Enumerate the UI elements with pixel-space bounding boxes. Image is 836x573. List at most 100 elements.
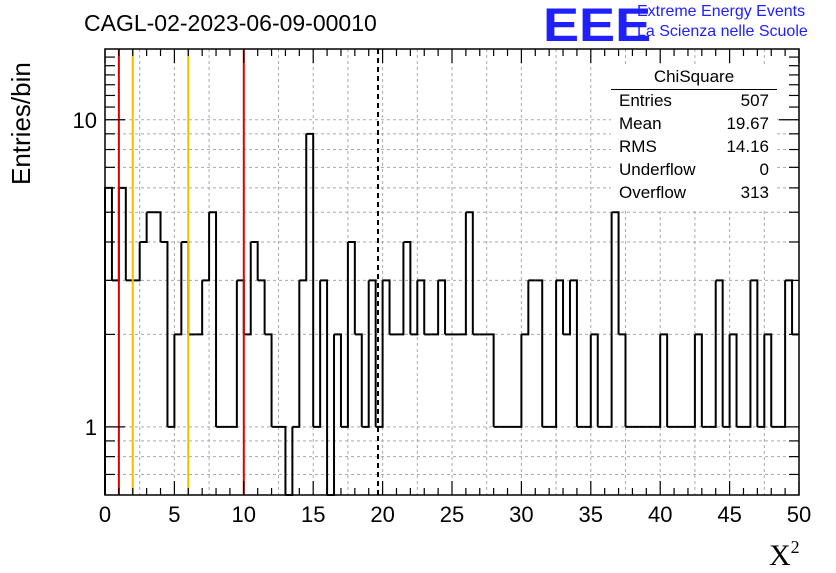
histogram-bin [403,240,412,335]
x-axis-label-base: X [769,539,791,572]
eee-logo: EEE [543,0,652,51]
histogram-bin [354,333,363,427]
reference-lines [117,49,380,495]
histogram-bin [569,279,578,427]
histogram-bin [340,241,349,428]
histogram-bin [514,334,523,428]
histogram-bin [458,212,467,336]
histogram-bin [111,187,120,282]
histogram-bin [715,279,724,427]
histogram-bin [563,280,571,336]
x-tick-label: 25 [440,502,464,527]
histogram-bin [729,333,738,427]
x-tick-label: 45 [717,502,741,527]
x-tick-label: 20 [370,502,394,527]
stat-key: Mean [619,114,662,133]
histogram-bin [750,279,759,427]
histogram-bin [722,334,731,428]
histogram-bin [438,279,447,335]
logo-caption: Extreme Energy Events La Scienza nelle S… [637,2,808,42]
histogram-bin [209,211,218,427]
histogram-bin [687,334,696,428]
stats-box: ChiSquare Entries 507 Mean 19.67 RMS 14.16 … [611,66,777,208]
x-tick-label: 10 [232,502,256,527]
histogram-bin [167,334,176,428]
logo-line-1: Extreme Energy Events [637,3,806,20]
histogram-bin [375,280,384,428]
histogram-bin [257,279,266,335]
stat-key: RMS [619,137,657,156]
histogram-bin [521,280,530,336]
histogram-bin [611,211,620,335]
histogram-bin [417,279,426,335]
histogram-bin [361,280,370,428]
histogram-bin [243,241,252,336]
histogram-bin [785,279,794,335]
stat-key: Underflow [619,160,696,179]
stat-row-entries: Entries 507 [619,91,769,113]
x-tick-label: 50 [787,502,811,527]
stat-row-rms: RMS 14.16 [619,137,769,159]
stat-row-overflow: Overflow 313 [619,183,769,205]
histogram-bin [618,333,627,427]
histogram-bin [604,212,613,428]
stat-row-mean: Mean 19.67 [619,114,769,136]
histogram-bin [708,280,717,428]
histogram-bin [396,241,405,336]
histogram-bin [174,241,183,336]
histogram-bin [382,279,391,335]
histogram-bin [104,186,113,495]
histogram-bin [306,132,315,427]
histogram-bin [153,211,162,242]
histogram-bin [118,186,127,281]
histogram-bin [278,425,287,495]
stat-value: 313 [740,183,769,202]
histogram-bin [160,240,169,427]
histogram-bin [181,240,190,335]
stat-key: Entries [619,91,672,110]
histogram-bin [583,334,592,428]
x-tick-label: 5 [168,502,180,527]
histogram-bin [757,334,766,428]
histogram-bin [202,212,211,282]
y-axis-label: Entries/bin [6,62,36,185]
x-tick-label: 30 [509,502,533,527]
stats-title: ChiSquare [653,67,735,86]
histogram-bin [347,240,356,335]
axis-ticks [104,49,800,495]
x-tick-label: 35 [579,502,603,527]
histogram-bin [410,280,419,336]
stats-title-underline [611,89,777,90]
stat-value: 14.16 [726,137,769,156]
histogram-bin [132,241,141,282]
x-axis-label: X2 [769,537,800,573]
histogram-bin [535,279,544,427]
histogram-bin [743,280,752,428]
x-tick-label: 0 [99,502,111,527]
stat-value: 507 [740,91,769,110]
histogram-bin [292,280,301,428]
logo-line-2: La Scienza nelle Scuole [637,23,808,40]
tick-labels: 0 5 10 15 20 25 30 35 40 45 50 1 10 [73,108,812,527]
histogram-bin [556,279,565,335]
stat-value: 19.67 [726,114,769,133]
histogram-bin [778,280,787,428]
y-tick-label: 1 [85,415,97,440]
histogram-bin [694,333,703,427]
histogram-bin [285,426,294,496]
histogram-bin [764,333,773,427]
histogram-bin [327,334,336,496]
histogram-bin [368,279,377,427]
histogram-bin [660,333,669,427]
chart-title: CAGL-02-2023-06-09-00010 [84,10,377,36]
stat-value: 0 [759,160,769,179]
histogram-bin [250,240,259,281]
histogram-bin [431,280,440,336]
x-tick-label: 40 [648,502,672,527]
histogram-bin [320,279,329,495]
histogram-bin [264,333,273,427]
histogram-bin [139,212,148,243]
x-axis-label-sup: 2 [790,537,800,557]
stat-key: Overflow [619,183,687,202]
